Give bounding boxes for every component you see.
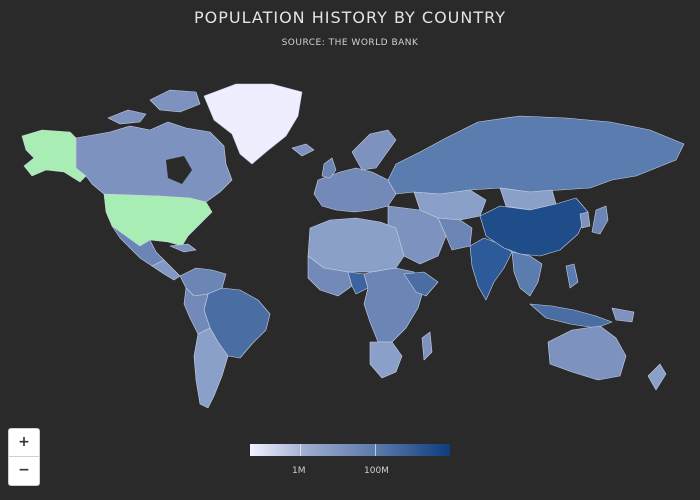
region-ethiopia[interactable]	[403, 271, 439, 297]
region-china[interactable]	[479, 197, 589, 257]
region-nigeria[interactable]	[347, 271, 369, 295]
region-north-africa[interactable]	[307, 217, 405, 273]
zoom-in-button[interactable]: +	[18, 434, 30, 450]
region-new-zealand[interactable]	[647, 363, 667, 391]
region-central-africa[interactable]	[363, 267, 425, 343]
region-greenland[interactable]	[203, 83, 303, 165]
zoom-control: + −	[8, 428, 40, 486]
region-west-africa[interactable]	[307, 255, 353, 297]
region-canada[interactable]	[75, 121, 233, 203]
region-hudson-bay	[166, 156, 192, 184]
world-map[interactable]	[0, 60, 700, 420]
legend-label-1m: 1M	[292, 466, 306, 476]
region-russia[interactable]	[387, 115, 685, 195]
zoom-out-button[interactable]: −	[9, 456, 39, 484]
region-southern-africa[interactable]	[369, 341, 403, 379]
region-australia[interactable]	[547, 325, 627, 381]
region-iceland[interactable]	[291, 143, 315, 157]
page-subtitle: SOURCE: THE WORLD BANK	[281, 38, 419, 48]
region-japan[interactable]	[591, 205, 609, 235]
page-title: POPULATION HISTORY BY COUNTRY	[194, 8, 506, 27]
color-legend-bar	[250, 444, 450, 456]
region-canada-islands-2[interactable]	[149, 89, 201, 113]
region-argentina[interactable]	[193, 327, 229, 409]
region-scandinavia[interactable]	[351, 129, 397, 171]
region-india[interactable]	[469, 237, 513, 301]
region-philippines[interactable]	[565, 263, 579, 289]
region-madagascar[interactable]	[421, 331, 433, 361]
region-canada-islands[interactable]	[107, 109, 147, 125]
legend-tick-1m	[300, 444, 301, 456]
region-alaska[interactable]	[21, 129, 87, 183]
region-png[interactable]	[611, 307, 635, 323]
region-korea[interactable]	[579, 211, 591, 229]
region-indonesia[interactable]	[529, 303, 613, 329]
region-cuba[interactable]	[169, 243, 197, 253]
region-southeast-asia[interactable]	[511, 251, 543, 297]
legend-label-100m: 100M	[364, 466, 389, 476]
region-uk[interactable]	[321, 157, 337, 179]
legend-tick-100m	[375, 444, 376, 456]
